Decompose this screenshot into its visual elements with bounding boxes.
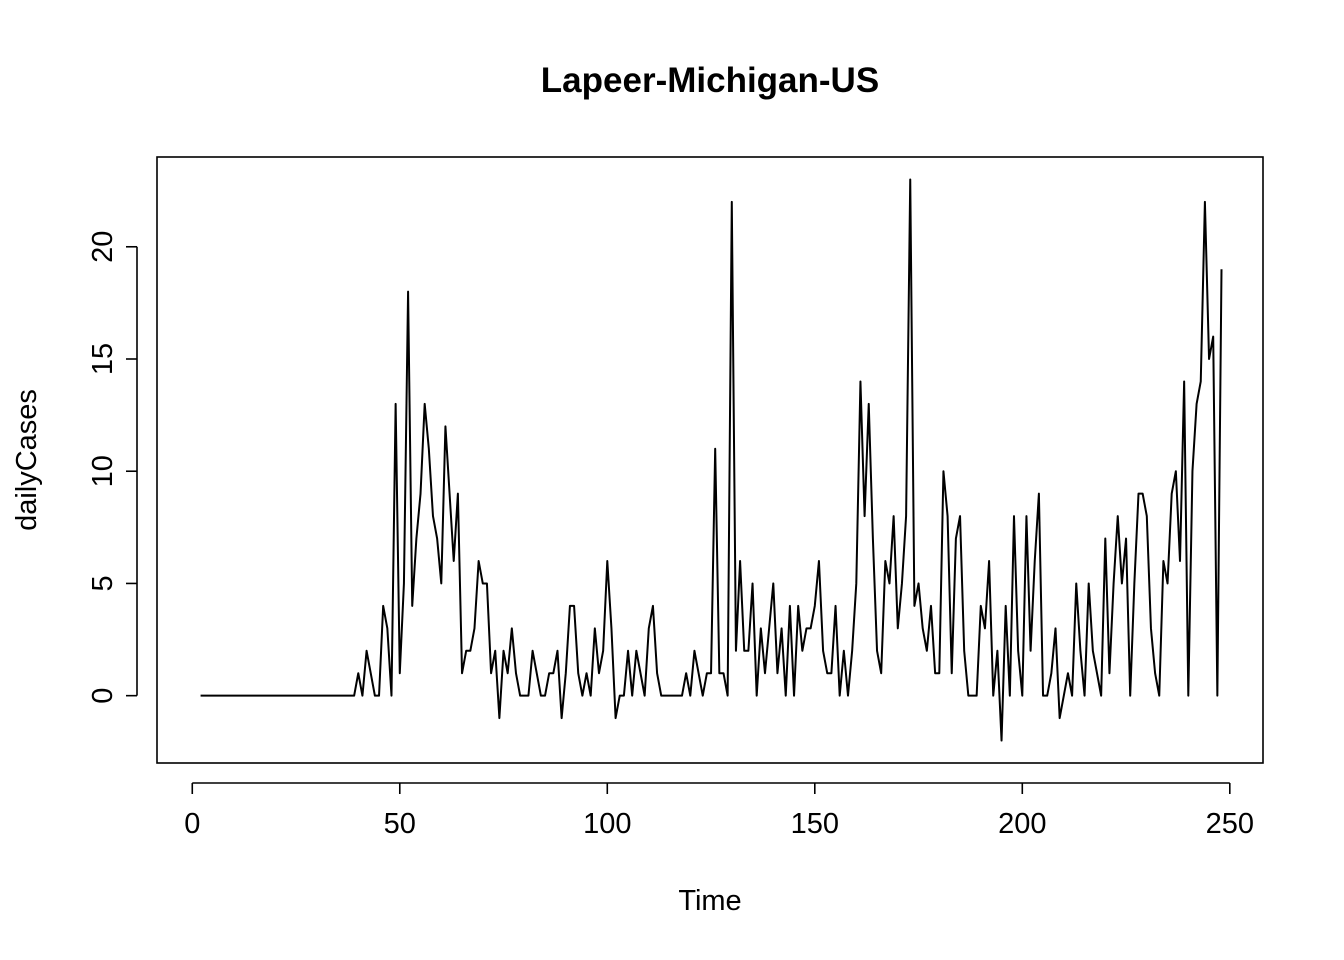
- x-tick-label: 150: [791, 808, 839, 840]
- y-tick-label: 5: [87, 575, 119, 591]
- y-tick-label: 15: [87, 343, 119, 375]
- y-axis-label: dailyCases: [11, 389, 43, 531]
- y-tick-label: 10: [87, 455, 119, 487]
- x-tick-label: 50: [384, 808, 416, 840]
- x-tick-label: 0: [184, 808, 200, 840]
- x-tick-label: 100: [583, 808, 631, 840]
- y-axis: 0 5 10 15 20: [87, 231, 138, 704]
- y-tick-label: 20: [87, 231, 119, 263]
- x-tick-label: 200: [998, 808, 1046, 840]
- x-axis: 0 50 100 150 200 250: [184, 782, 1254, 840]
- x-axis-label: Time: [678, 885, 741, 917]
- chart-title: Lapeer-Michigan-US: [541, 61, 879, 100]
- x-tick-label: 250: [1206, 808, 1254, 840]
- plot-frame: [156, 156, 1264, 764]
- series-layer: [200, 178, 1223, 742]
- y-tick-label: 0: [87, 688, 119, 704]
- series-line-0: [200, 178, 1223, 742]
